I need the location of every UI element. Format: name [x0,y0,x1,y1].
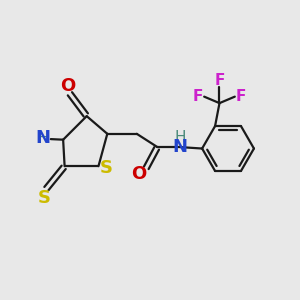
Text: S: S [100,159,113,177]
Text: H: H [174,130,186,145]
Text: H: H [38,131,49,146]
Text: S: S [38,189,50,207]
Text: F: F [193,89,203,104]
Text: N: N [172,138,188,156]
Text: O: O [60,77,75,95]
Text: O: O [131,165,147,183]
Text: N: N [35,129,50,147]
Text: F: F [236,89,247,104]
Text: F: F [214,73,225,88]
